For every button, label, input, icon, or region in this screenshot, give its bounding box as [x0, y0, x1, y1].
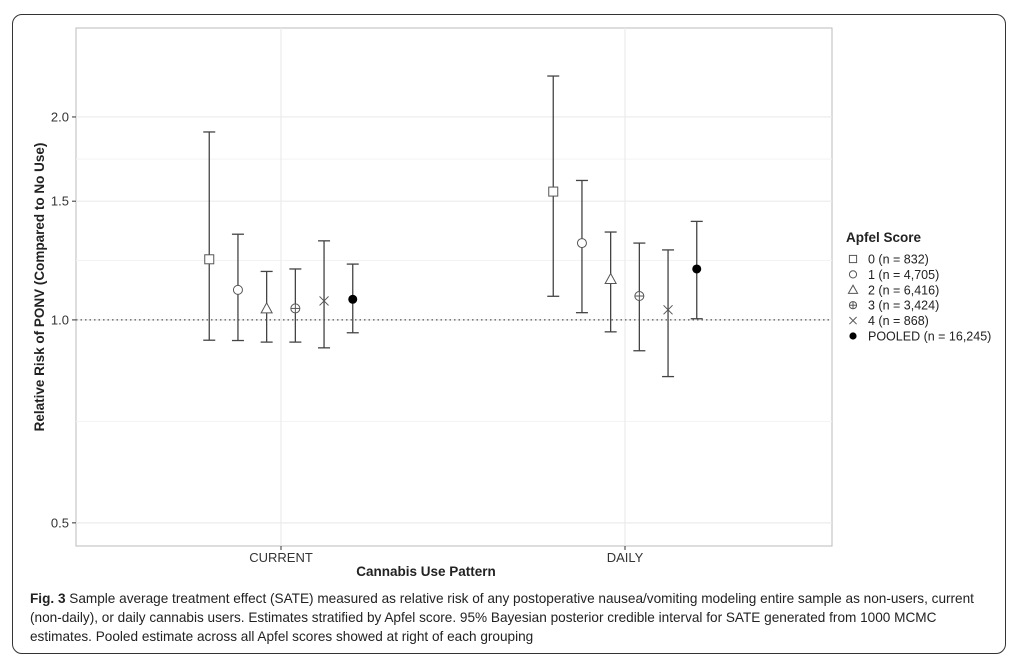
legend-key-circle-filled: [849, 332, 857, 340]
y-tick-label: 2.0: [51, 109, 69, 124]
point-square-open: [204, 254, 215, 265]
caption-label: Fig. 3: [30, 591, 66, 606]
plot-panel: [75, 27, 833, 547]
point-circle-open: [576, 238, 587, 249]
point-triangle-open: [260, 301, 273, 314]
x-tick-label: DAILY: [607, 550, 644, 565]
legend-label: 3 (n = 3,424): [868, 299, 939, 313]
legend-label: 1 (n = 4,705): [868, 268, 939, 282]
legend-label: 0 (n = 832): [868, 253, 929, 267]
point-cross-b: [663, 304, 673, 315]
legend-key-cross-b: [849, 316, 857, 325]
caption-text: Sample average treatment effect (SATE) m…: [30, 591, 974, 644]
point-circle-filled: [348, 294, 358, 304]
legend-key-circle-open: [848, 270, 858, 279]
figure-caption: Fig. 3 Sample average treatment effect (…: [30, 589, 990, 646]
point-triangle-open: [604, 272, 617, 284]
point-cross-b: [319, 296, 329, 306]
x-axis-title: Cannabis Use Pattern: [356, 564, 496, 579]
x-tick-label: CURRENT: [249, 550, 313, 565]
figure-card: [12, 14, 1006, 654]
legend-title: Apfel Score: [846, 230, 922, 245]
legend-label: 2 (n = 6,416): [868, 283, 939, 297]
y-tick-label: 0.5: [51, 515, 69, 530]
y-axis-title: Relative Risk of PONV (Compared to No Us…: [32, 143, 47, 432]
point-circle-open: [232, 284, 243, 295]
y-tick-label: 1.5: [51, 194, 69, 209]
point-square-open: [548, 186, 559, 197]
legend-label: POOLED (n = 16,245): [868, 330, 991, 344]
legend-label: 4 (n = 868): [868, 314, 929, 328]
y-tick-label: 1.0: [51, 312, 69, 327]
legend-key-triangle-open: [847, 284, 859, 294]
point-circle-filled: [692, 264, 702, 274]
legend-key-square-open: [848, 254, 858, 264]
